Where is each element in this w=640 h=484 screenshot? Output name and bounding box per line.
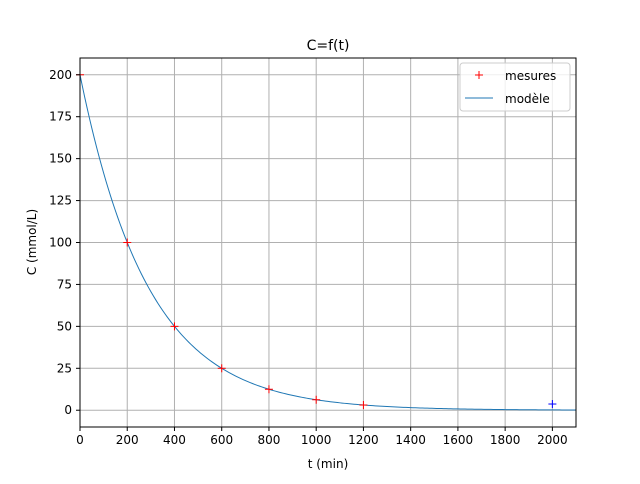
y-tick-label: 0 — [64, 403, 72, 417]
model-layer — [79, 74, 577, 411]
y-tick-label: 175 — [49, 110, 72, 124]
measurement-point — [264, 385, 273, 394]
x-tick-label: 1400 — [395, 433, 426, 447]
x-tick-label: 800 — [257, 433, 280, 447]
legend: mesures modèle — [459, 62, 571, 112]
x-axis-label: t (min) — [308, 457, 349, 471]
extra-point — [548, 400, 557, 409]
x-tick-label: 2000 — [537, 433, 568, 447]
measurement-point — [170, 322, 179, 331]
legend-marker-measures — [475, 71, 483, 79]
y-tick-label: 125 — [49, 194, 72, 208]
x-tick-label: 1800 — [490, 433, 521, 447]
x-tick-label: 600 — [210, 433, 233, 447]
x-tick-label: 200 — [116, 433, 139, 447]
legend-label-measures: mesures — [505, 69, 556, 83]
x-axis-ticks: 0 200 400 600 800 1000 1200 1400 1600 1800 2000 — [76, 427, 568, 447]
legend-box — [459, 62, 571, 112]
legend-label-model: modèle — [505, 92, 550, 106]
y-tick-label: 75 — [57, 277, 72, 291]
x-tick-label: 0 — [76, 433, 84, 447]
measurement-point — [359, 401, 368, 410]
y-tick-label: 50 — [57, 319, 72, 333]
measurement-point — [123, 238, 132, 247]
y-tick-label: 150 — [49, 152, 72, 166]
y-tick-label: 25 — [57, 361, 72, 375]
x-tick-label: 400 — [163, 433, 186, 447]
legend-plus-marker — [475, 71, 483, 79]
y-axis-ticks: 0 25 50 75 100 125 150 175 200 — [49, 68, 80, 417]
y-tick-label: 200 — [49, 68, 72, 82]
measurement-point — [217, 364, 226, 373]
chart-title: C=f(t) — [307, 38, 350, 54]
y-tick-label: 100 — [49, 236, 72, 250]
measurement-point — [312, 395, 321, 404]
model-curve — [79, 74, 577, 411]
x-tick-label: 1200 — [348, 433, 379, 447]
y-axis-label: C (mmol/L) — [25, 209, 39, 275]
x-tick-label: 1000 — [301, 433, 332, 447]
x-tick-label: 1600 — [443, 433, 474, 447]
